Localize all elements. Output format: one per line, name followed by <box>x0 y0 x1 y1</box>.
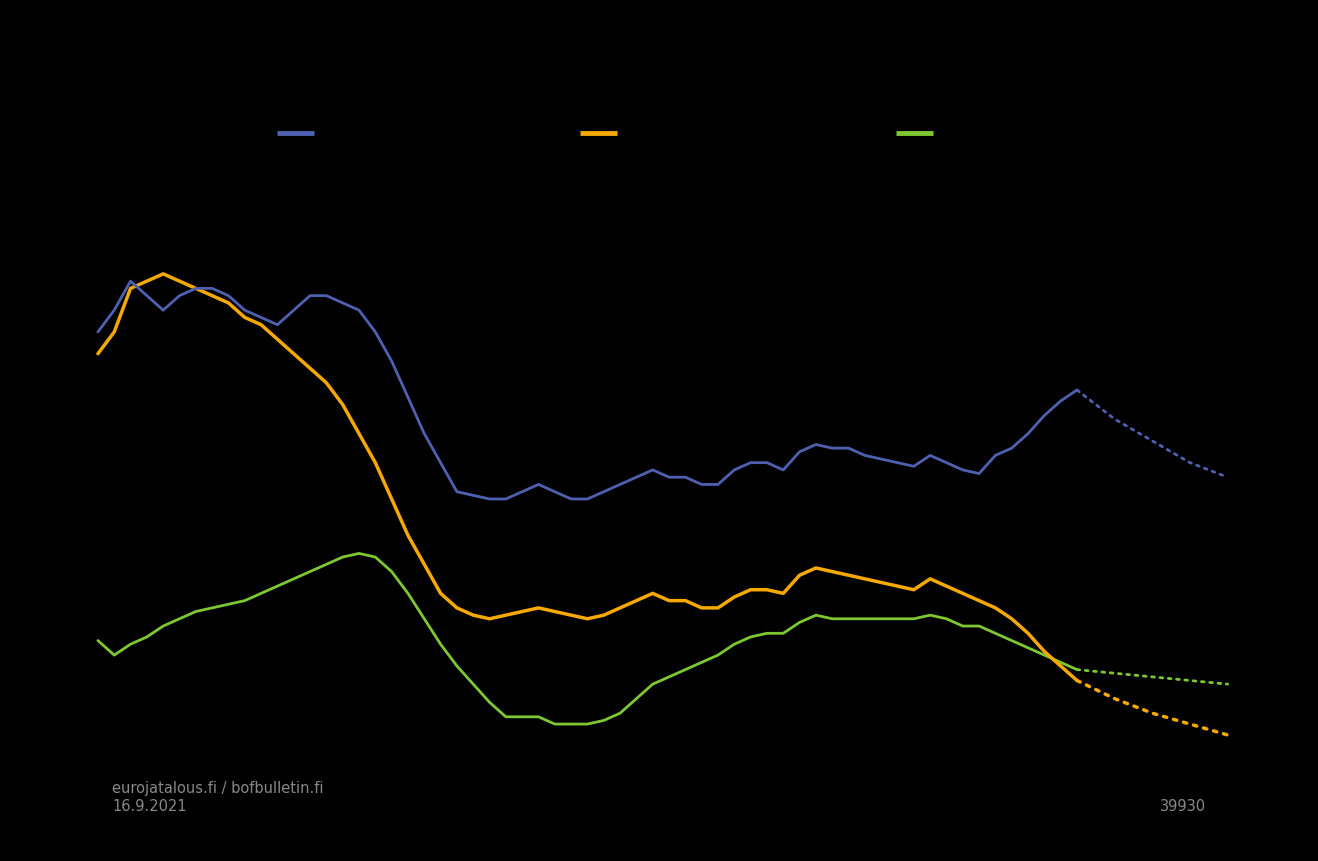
Text: 39930: 39930 <box>1160 799 1206 814</box>
Text: eurojatalous.fi / bofbulletin.fi
16.9.2021: eurojatalous.fi / bofbulletin.fi 16.9.20… <box>112 781 323 814</box>
